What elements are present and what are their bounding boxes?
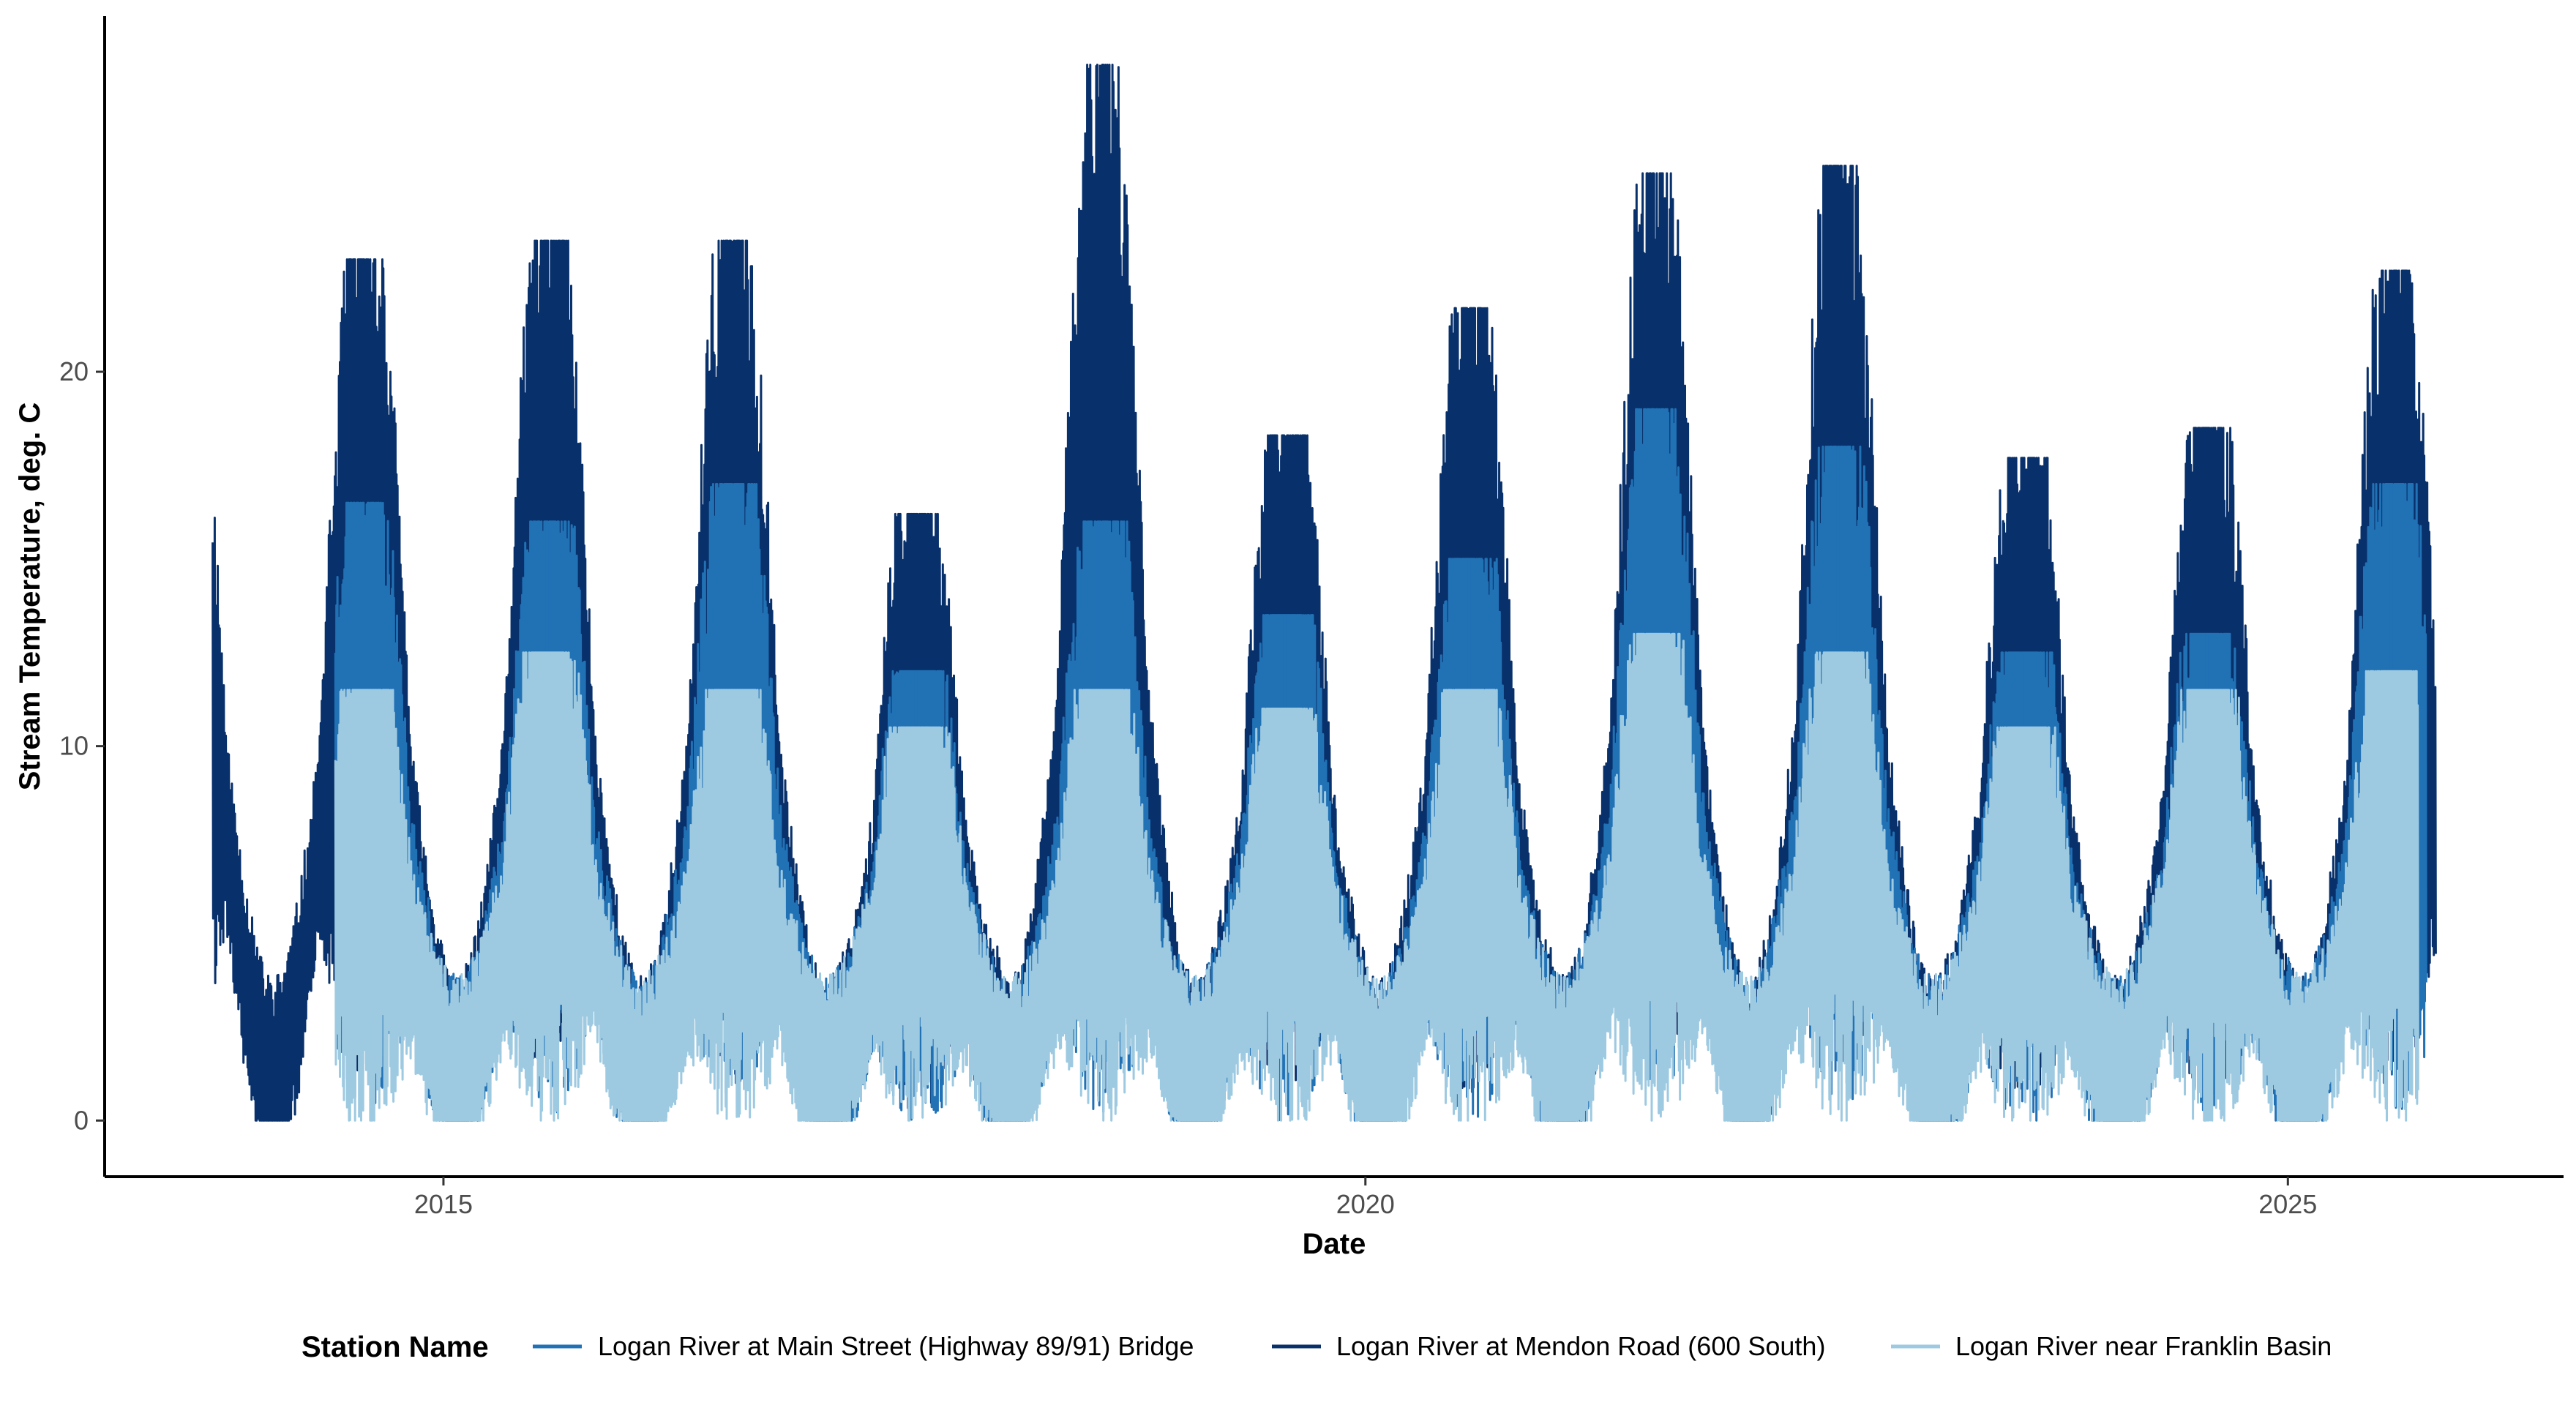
y-tick-label: 20 xyxy=(59,356,89,386)
legend-title: Station Name xyxy=(302,1331,489,1363)
series-layer xyxy=(211,64,2437,1122)
x-tick-label: 2025 xyxy=(2258,1189,2317,1219)
legend-label-franklin-basin: Logan River near Franklin Basin xyxy=(1955,1331,2332,1361)
x-axis-title: Date xyxy=(1303,1228,1366,1260)
legend-label-main-street: Logan River at Main Street (Highway 89/9… xyxy=(598,1331,1194,1361)
legend: Station Name Logan River at Main Street … xyxy=(302,1331,2332,1363)
y-axis-ticks: 0 10 20 xyxy=(59,356,105,1135)
x-tick-label: 2020 xyxy=(1336,1189,1395,1219)
legend-label-mendon-road: Logan River at Mendon Road (600 South) xyxy=(1336,1331,1825,1361)
y-axis-title: Stream Temperature, deg. C xyxy=(14,402,46,791)
y-tick-label: 0 xyxy=(74,1105,89,1135)
y-tick-label: 10 xyxy=(59,731,89,761)
x-axis-ticks: 2015 2020 2025 xyxy=(414,1177,2317,1219)
x-tick-label: 2015 xyxy=(414,1189,473,1219)
series-line-franklin-basin xyxy=(334,632,2419,1122)
